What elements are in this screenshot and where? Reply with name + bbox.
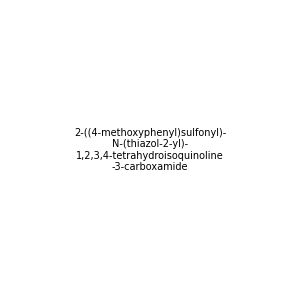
Text: 2-((4-methoxyphenyl)sulfonyl)-
N-(thiazol-2-yl)-
1,2,3,4-tetrahydroisoquinoline
: 2-((4-methoxyphenyl)sulfonyl)- N-(thiazo… — [74, 128, 226, 172]
